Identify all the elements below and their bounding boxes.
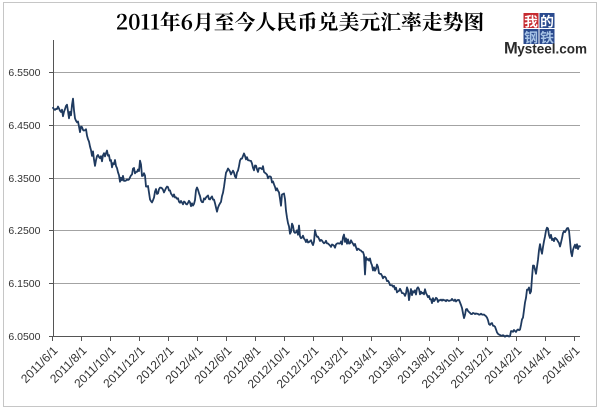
svg-text:Mysteel.com: Mysteel.com bbox=[504, 40, 587, 58]
svg-text:6.5500: 6.5500 bbox=[8, 67, 40, 79]
svg-text:6.3500: 6.3500 bbox=[8, 173, 40, 185]
svg-text:6.4500: 6.4500 bbox=[8, 120, 40, 132]
svg-text:6.1500: 6.1500 bbox=[8, 278, 40, 290]
svg-text:6.0500: 6.0500 bbox=[8, 331, 40, 343]
svg-text:6.2500: 6.2500 bbox=[8, 225, 40, 237]
